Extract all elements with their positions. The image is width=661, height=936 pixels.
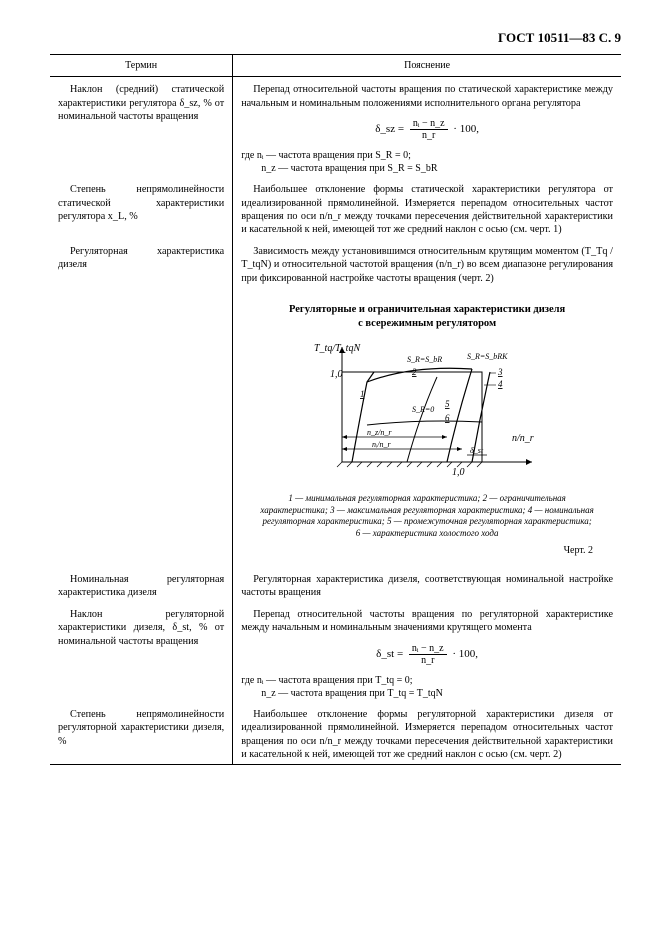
where-2a: где nᵢ — частота вращения при T_tq = 0; [241,674,613,687]
svg-text:3: 3 [497,367,503,377]
svg-text:n/n_r: n/n_r [512,433,534,444]
where-2b: n_z — частота вращения при T_tq = T_tqN [261,687,613,700]
svg-text:4: 4 [498,379,503,389]
svg-text:S_R=0: S_R=0 [412,405,434,414]
expl-3: Зависимость между установившимся относит… [241,245,613,285]
svg-text:2: 2 [412,367,417,377]
expl-1: Перепад относительной частоты вращения п… [241,83,613,110]
definitions-table: Термин Пояснение Наклон (средний) статич… [50,54,621,765]
where-1b: n_z — частота вращения при S_R = S_bR [261,162,613,175]
chart-number: Черт. 2 [241,544,593,557]
svg-text:nᵢ/n_r: nᵢ/n_r [372,440,391,449]
term-5: Наклон регуляторной характеристики дизел… [58,608,224,648]
svg-text:5: 5 [445,399,450,409]
chart-caption: 1 — минимальная регуляторная характерист… [260,493,595,540]
svg-text:n_z/n_r: n_z/n_r [367,428,392,437]
term-3: Регуляторная характеристика дизеля [58,245,224,272]
term-1: Наклон (средний) статической характерист… [58,83,224,123]
svg-text:1,0: 1,0 [330,369,343,380]
where-1a: где nᵢ — частота вращения при S_R = 0; [241,149,613,162]
svg-text:δ_st: δ_st [470,446,484,455]
expl-2: Наибольшее отклонение формы статической … [241,183,613,237]
svg-text:S_R=S_bRK: S_R=S_bRK [467,352,508,361]
term-4: Номинальная регуляторная характеристика … [58,573,224,600]
chart-diagram: T_tq/T_tqN 1,0 n/n_r 1,0 [312,337,542,487]
term-2: Степень непрямолинейности статической ха… [58,183,224,223]
svg-text:1: 1 [360,389,365,399]
svg-text:T_tq/T_tqN: T_tq/T_tqN [314,343,361,354]
th-expl: Пояснение [233,55,621,77]
term-6: Степень непрямолинейности регуляторной х… [58,708,224,748]
th-term: Термин [50,55,233,77]
expl-4: Регуляторная характеристика дизеля, соот… [241,573,613,600]
formula-2: δ_st = nᵢ − n_zn_r · 100, [241,643,613,666]
page-header: ГОСТ 10511—83 С. 9 [50,30,621,46]
svg-text:1,0: 1,0 [452,467,465,478]
formula-1: δ_sz = nᵢ − n_zn_r · 100, [241,118,613,141]
expl-5: Перепад относительной частоты вращения п… [241,608,613,635]
svg-text:6: 6 [445,413,450,423]
expl-6: Наибольшее отклонение формы регуляторной… [241,708,613,762]
svg-text:S_R=S_bR: S_R=S_bR [407,355,442,364]
chart-title: Регуляторные и ограничительная характери… [241,303,613,331]
